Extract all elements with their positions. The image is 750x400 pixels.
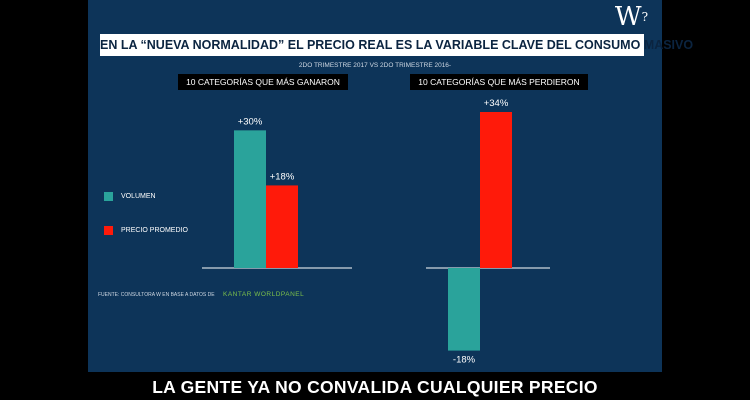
legend-label-volumen: VOLUMEN xyxy=(121,193,156,200)
data-label-gainers-volumen: +30% xyxy=(238,116,263,127)
source-brand: KANTAR W⁠ORLDPANEL xyxy=(223,291,305,298)
legend-swatch-precio xyxy=(104,226,113,235)
bar-gainers-volumen xyxy=(234,130,266,268)
bottom-caption: LA GENTE YA NO CONVALIDA CUALQUIER PRECI… xyxy=(152,377,598,397)
data-label-losers-volumen: -18% xyxy=(453,355,476,366)
slide-title: EN LA “NUEVA NORMALIDAD” EL PRECIO REAL … xyxy=(100,34,693,56)
source-note: FUENTE: CONSULTORA W EN BASE A DATOS DE xyxy=(98,292,215,298)
panel-title-gainers: 10 CATEGORÍAS QUE MÁS GANARON xyxy=(178,74,348,90)
legend-swatch-volumen xyxy=(104,192,113,201)
legend-label-precio: PRECIO PROMEDIO xyxy=(121,227,188,234)
bar-losers-precio xyxy=(480,112,512,268)
slide: W? EN LA “NUEVA NORMALIDAD” EL PRECIO RE… xyxy=(88,0,693,372)
data-label-losers-precio: +34% xyxy=(484,98,509,109)
bar-losers-volumen xyxy=(448,268,480,351)
data-label-gainers-precio: +18% xyxy=(270,171,295,182)
period-subtitle: 2DO TRIMESTRE 2017 VS 2DO TRIMESTRE 2016… xyxy=(298,62,452,69)
brand-logo: W? xyxy=(614,2,648,32)
bar-chart: +30% +18% -18% +34% xyxy=(202,98,550,366)
bar-gainers-precio xyxy=(266,185,298,268)
panel-title-losers: 10 CATEGORÍAS QUE MÁS PERDIERON xyxy=(410,74,588,90)
